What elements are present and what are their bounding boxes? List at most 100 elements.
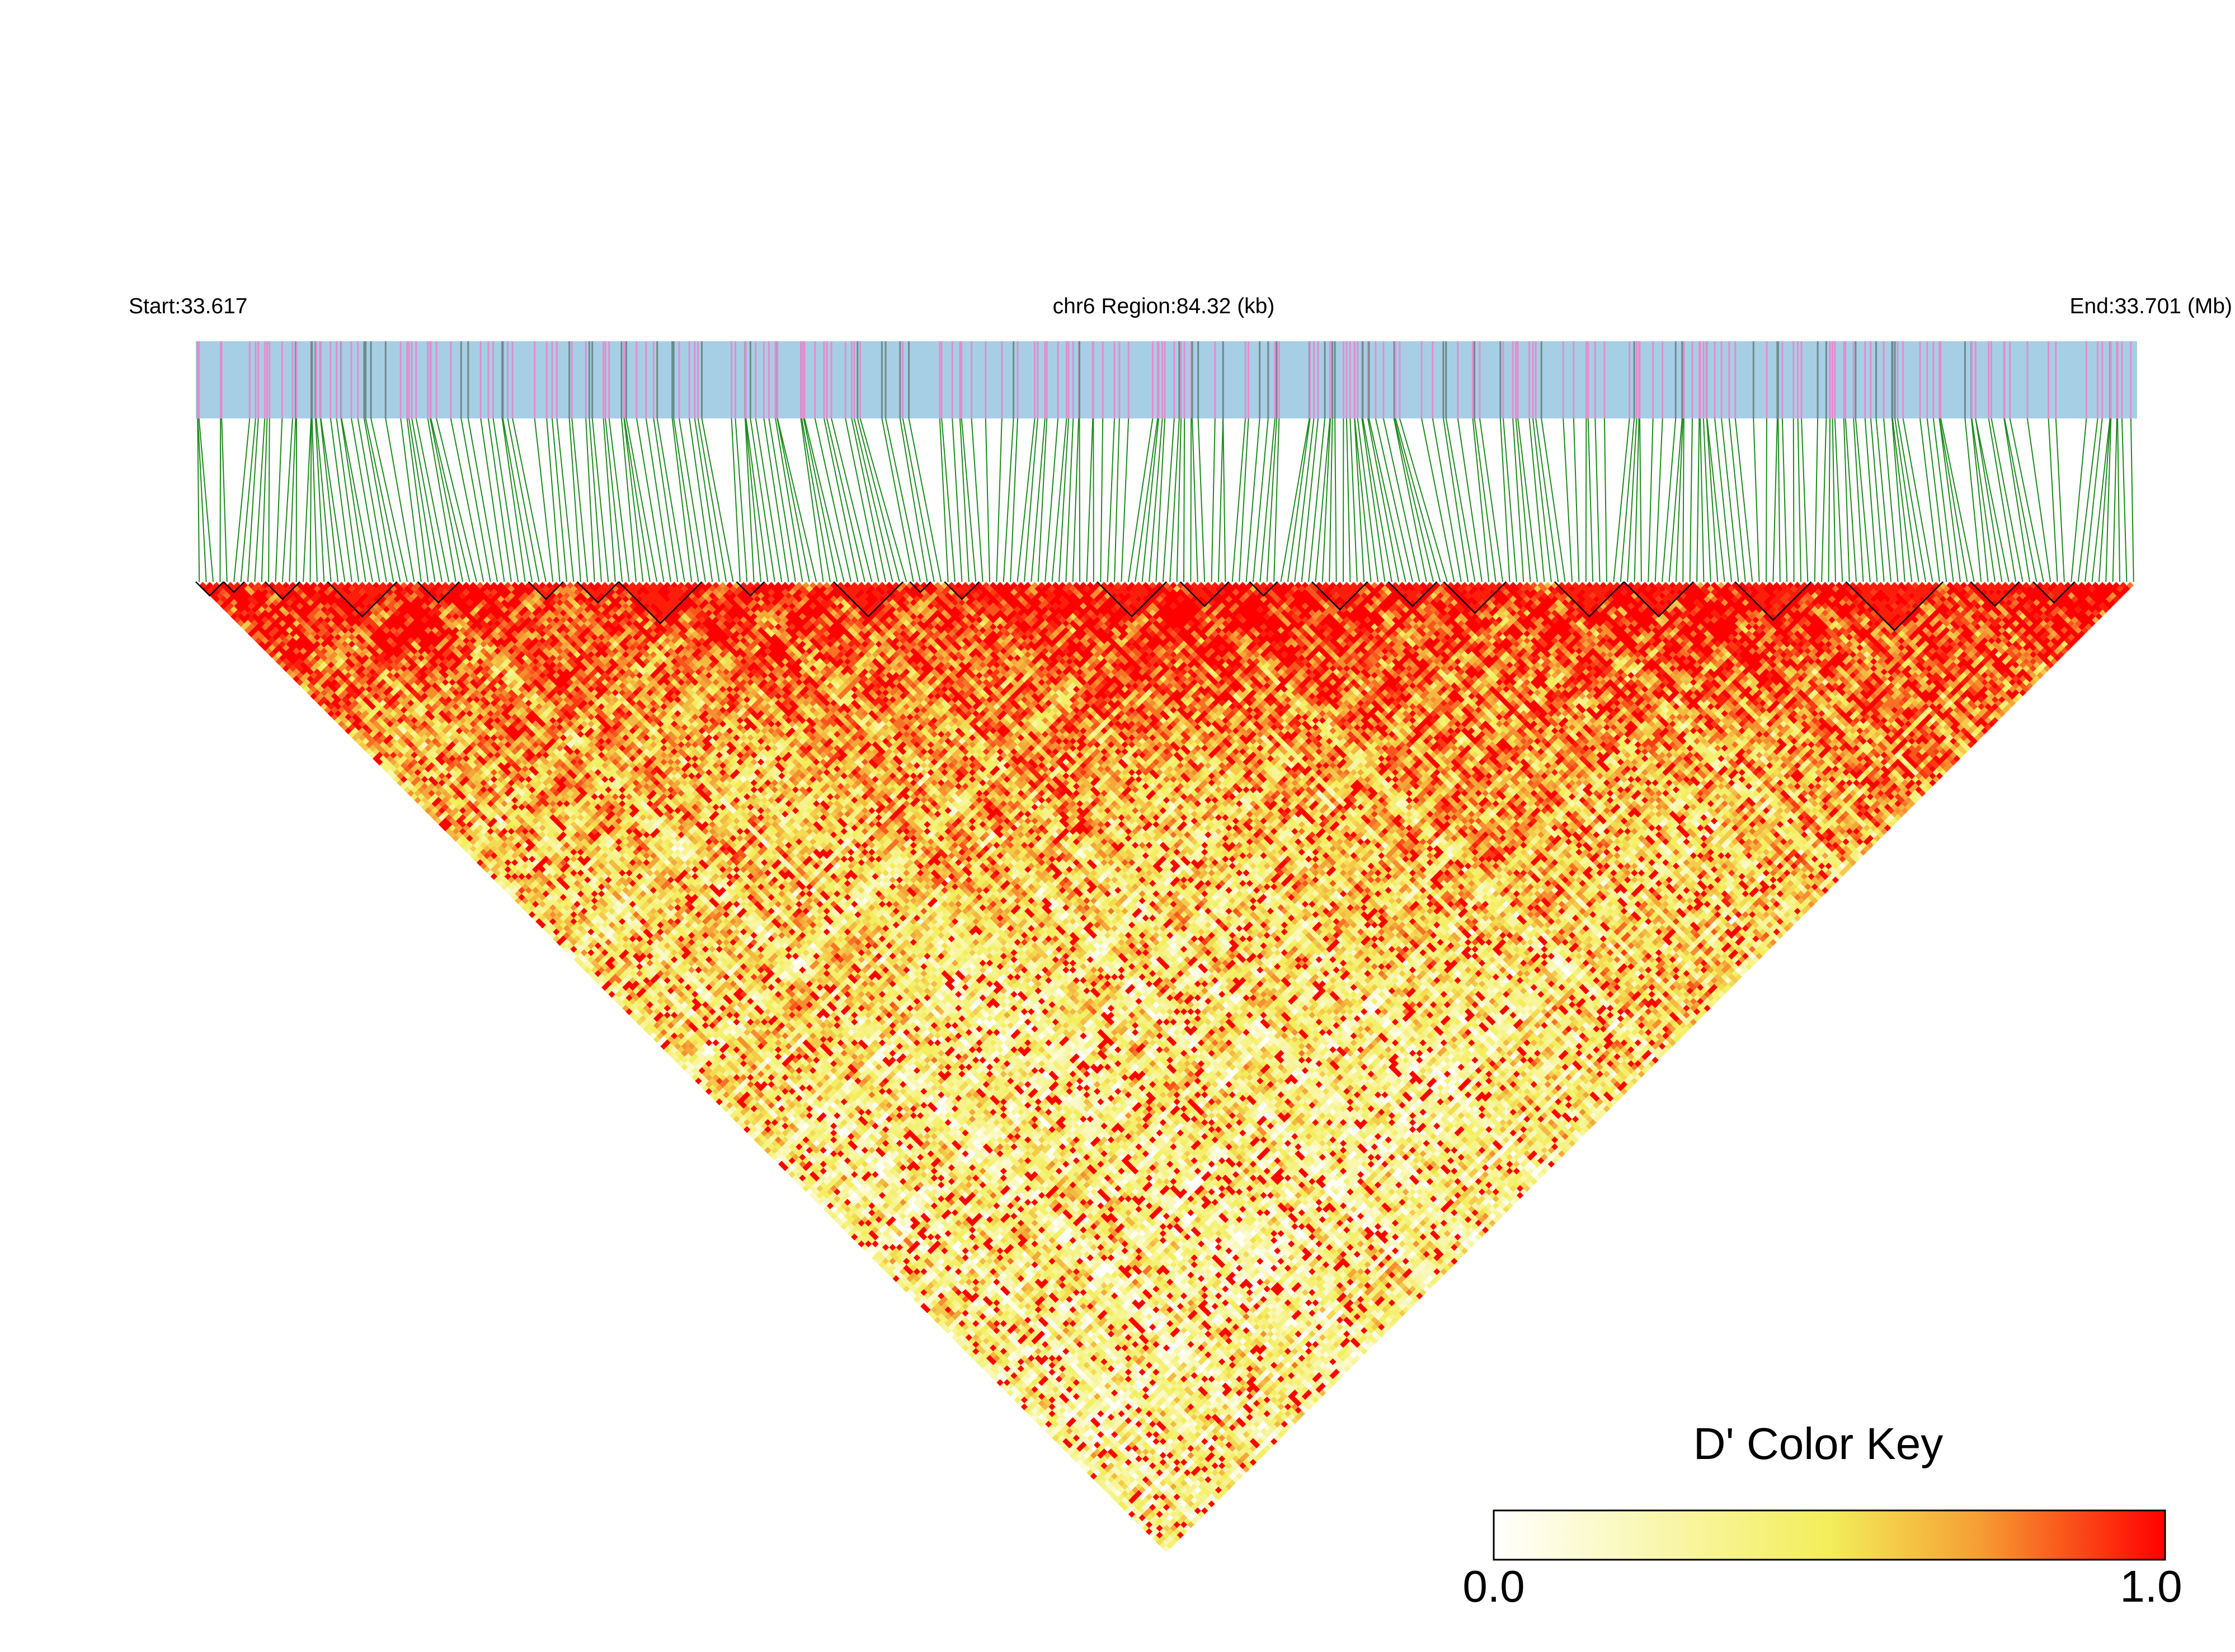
- snp-connector: [1696, 418, 1700, 582]
- snp-connector: [859, 418, 907, 582]
- snp-connector: [1648, 418, 1654, 582]
- snp-connector: [1843, 418, 1850, 582]
- snp-connector: [1940, 418, 1975, 582]
- snp-connector: [823, 418, 859, 582]
- snp-connector: [1222, 418, 1226, 582]
- snp-connector: [1675, 418, 1684, 582]
- snp-connector: [351, 418, 380, 582]
- snp-connector: [636, 418, 665, 582]
- color-key-max-label: 1.0: [2120, 1561, 2182, 1611]
- snp-connector: [492, 418, 519, 582]
- snp-connector: [1938, 418, 1961, 582]
- snp-connector: [197, 418, 200, 582]
- ld-block-outlines: [195, 581, 2076, 632]
- snp-connector: [1853, 418, 1864, 582]
- ld-block-outline: [1097, 581, 1167, 618]
- snp-connector: [589, 418, 602, 582]
- snp-connector: [2121, 418, 2128, 582]
- snp-connector: [1832, 418, 1836, 582]
- snp-connector: [1902, 418, 1933, 582]
- snp-connector: [2112, 418, 2118, 582]
- snp-connector: [653, 418, 679, 582]
- snp-connector: [777, 418, 817, 582]
- snp-connector: [1613, 418, 1630, 582]
- snp-connector: [1834, 418, 1843, 582]
- snp-connector: [415, 418, 450, 582]
- snp-connector: [1395, 418, 1441, 582]
- snp-connector: [1515, 418, 1531, 582]
- snp-connector: [261, 418, 268, 582]
- snp-connector: [1334, 418, 1337, 582]
- ld-cell-group: [223, 582, 2134, 1487]
- snp-connector: [1065, 418, 1074, 582]
- snp-connector: [1932, 418, 1954, 582]
- color-key-bar: [1493, 1509, 2166, 1561]
- snp-connector: [800, 418, 824, 582]
- snp-connector: [1472, 418, 1490, 582]
- snp-connector: [1093, 418, 1094, 582]
- snp-connector: [1114, 418, 1120, 582]
- ld-block-outline: [1179, 581, 1230, 608]
- snp-connector: [1855, 418, 1871, 582]
- snp-connector: [1919, 418, 1940, 582]
- snp-connector: [1354, 418, 1365, 582]
- snp-connector: [605, 418, 623, 582]
- snp-connector: [2003, 418, 2030, 582]
- snp-connector: [985, 418, 990, 582]
- snp-connector: [1864, 418, 1878, 582]
- snp-connector: [2009, 418, 2044, 582]
- snp-connector: [1155, 418, 1166, 582]
- snp-connector: [1252, 418, 1269, 582]
- snp-connector: [801, 418, 831, 582]
- snp-connector: [340, 418, 366, 582]
- snp-connector: [568, 418, 581, 582]
- snp-connector: [534, 418, 554, 582]
- snp-connector: [1346, 418, 1351, 582]
- snp-connector: [1734, 418, 1753, 582]
- snp-connector: [1266, 418, 1277, 582]
- ld-block-outline: [528, 581, 564, 600]
- snp-connector: [1445, 418, 1476, 582]
- snp-connector: [1086, 418, 1094, 582]
- snp-connector: [1368, 418, 1406, 582]
- snp-connector: [197, 418, 207, 582]
- snp-connector: [625, 418, 658, 582]
- snp-connector: [233, 418, 251, 582]
- snp-connector: [1176, 418, 1182, 582]
- snp-connector: [1259, 418, 1276, 582]
- snp-connector: [603, 418, 616, 582]
- snp-connector: [1897, 418, 1927, 582]
- snp-connector: [1245, 418, 1260, 582]
- snp-connector: [1421, 418, 1455, 582]
- snp-connector: [240, 418, 256, 582]
- snp-connector: [2085, 418, 2103, 582]
- snp-connector: [1037, 418, 1048, 582]
- snp-connector: [309, 418, 312, 582]
- snp-connector: [1100, 418, 1104, 582]
- snp-connector: [467, 418, 498, 582]
- snp-connector: [551, 418, 568, 582]
- ld-block-outline: [1443, 581, 1507, 614]
- ld-block-outline: [195, 581, 224, 597]
- snp-connector: [1964, 418, 1982, 582]
- snp-connector: [1315, 418, 1331, 582]
- snp-connector: [1394, 418, 1434, 582]
- snp-connector: [1457, 418, 1483, 582]
- snp-connector: [775, 418, 803, 582]
- snp-connector: [400, 418, 422, 582]
- snp-connector: [1135, 418, 1159, 582]
- snp-connector: [777, 418, 810, 582]
- snp-connector: [1875, 418, 1892, 582]
- region-title: chr6 Region:84.32 (kb): [1052, 294, 1275, 318]
- snp-connector: [1891, 418, 1905, 582]
- snp-connector: [2105, 418, 2112, 582]
- snp-connector: [971, 418, 984, 582]
- snp-connector: [1991, 418, 2024, 582]
- snp-connector: [1072, 418, 1080, 582]
- snp-connector: [1349, 418, 1358, 582]
- snp-connector: [1828, 418, 1831, 582]
- snp-connector: [744, 418, 755, 582]
- snp-connector: [1765, 418, 1767, 582]
- snp-connector: [1535, 418, 1559, 582]
- snp-connector: [427, 418, 457, 582]
